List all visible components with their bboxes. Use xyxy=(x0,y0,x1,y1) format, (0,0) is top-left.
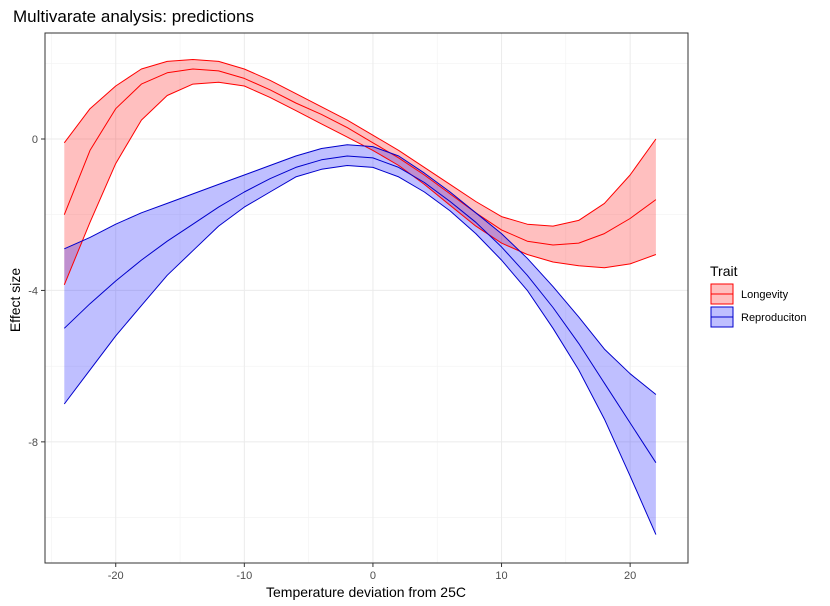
axis-ticks: -20 -10 0 10 20 0 -4 -8 xyxy=(28,134,636,582)
reproduciton-lower-bound xyxy=(63,165,657,535)
reproduciton-line xyxy=(63,155,657,463)
y-tick-label: -8 xyxy=(28,437,38,449)
y-tick-label: -4 xyxy=(28,285,38,297)
plot-border xyxy=(44,32,689,564)
grid xyxy=(45,33,688,563)
reproduciton-band xyxy=(64,144,656,535)
x-tick-label: 10 xyxy=(495,570,507,582)
y-tick-label: 0 xyxy=(32,134,38,146)
y-axis-label: Effect size xyxy=(7,268,23,333)
x-tick-label: -20 xyxy=(108,570,124,582)
legend: Trait Longevity Reproduciton xyxy=(710,263,806,328)
x-axis-label: Temperature deviation from 25C xyxy=(266,584,466,600)
legend-title: Trait xyxy=(710,263,738,279)
longevity-band xyxy=(64,59,656,285)
x-tick-label: -10 xyxy=(236,570,252,582)
x-tick-label: 20 xyxy=(624,570,636,582)
series-lines xyxy=(63,59,657,535)
longevity-upper-bound xyxy=(63,59,657,227)
longevity-line xyxy=(63,68,657,246)
x-tick-label: 0 xyxy=(370,570,376,582)
chart-title: Multivarate analysis: predictions xyxy=(13,7,254,26)
confidence-bands xyxy=(64,59,656,535)
longevity-lower-bound xyxy=(63,81,657,285)
legend-label-reproduciton: Reproduciton xyxy=(741,312,806,324)
legend-label-longevity: Longevity xyxy=(741,289,789,301)
reproduciton-upper-bound xyxy=(64,144,657,395)
